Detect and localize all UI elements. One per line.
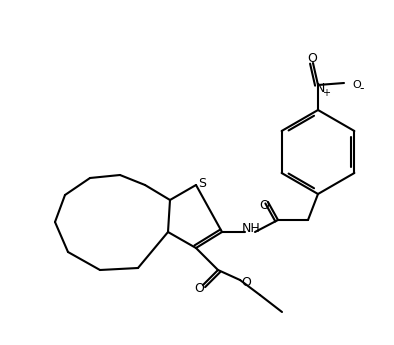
Text: O: O: [259, 198, 269, 211]
Text: N: N: [315, 81, 325, 95]
Text: O: O: [241, 276, 251, 288]
Text: +: +: [322, 88, 330, 98]
Text: O: O: [352, 80, 361, 90]
Text: S: S: [198, 177, 206, 189]
Text: NH: NH: [242, 221, 260, 235]
Text: O: O: [307, 51, 317, 65]
Text: -: -: [360, 82, 364, 96]
Text: O: O: [194, 283, 204, 296]
